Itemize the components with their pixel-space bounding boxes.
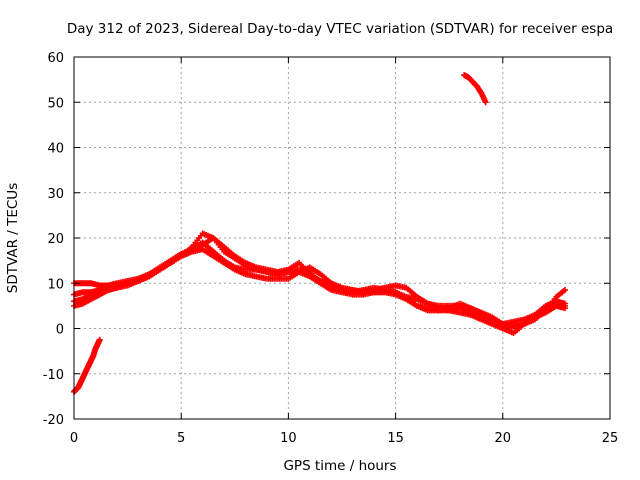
- x-tick-label: 0: [70, 431, 78, 446]
- y-axis-label: SDTVAR / TECUs: [5, 183, 21, 293]
- y-axis-ticks: -20 -10 0 10 20 30 40 50 60: [43, 51, 610, 428]
- y-tick-label: -20: [43, 413, 64, 428]
- series-track-f: [461, 72, 489, 106]
- y-tick-label: 40: [47, 142, 64, 157]
- x-tick-label: 15: [387, 431, 404, 446]
- grid-lines: [74, 57, 610, 419]
- series-track-e: [71, 336, 103, 395]
- y-tick-label: 50: [47, 96, 64, 111]
- y-tick-label: 10: [47, 277, 64, 292]
- x-axis-ticks: 0 5 10 15 20 25: [70, 57, 618, 446]
- x-tick-label: 25: [602, 431, 619, 446]
- series-track-d: [71, 235, 568, 330]
- data-point: [561, 287, 568, 294]
- x-tick-label: 10: [280, 431, 297, 446]
- x-axis-label: GPS time / hours: [283, 458, 396, 474]
- chart-title: Day 312 of 2023, Sidereal Day-to-day VTE…: [67, 21, 613, 37]
- x-tick-label: 20: [495, 431, 512, 446]
- y-tick-label: 0: [56, 323, 64, 338]
- y-tick-label: -10: [43, 368, 64, 383]
- data-point: [96, 336, 103, 343]
- y-tick-label: 30: [47, 187, 64, 202]
- data-point: [482, 99, 489, 106]
- data-points: [71, 72, 568, 395]
- y-tick-label: 20: [47, 232, 64, 247]
- data-point: [561, 305, 568, 312]
- y-tick-label: 60: [47, 51, 64, 66]
- x-tick-label: 5: [177, 431, 185, 446]
